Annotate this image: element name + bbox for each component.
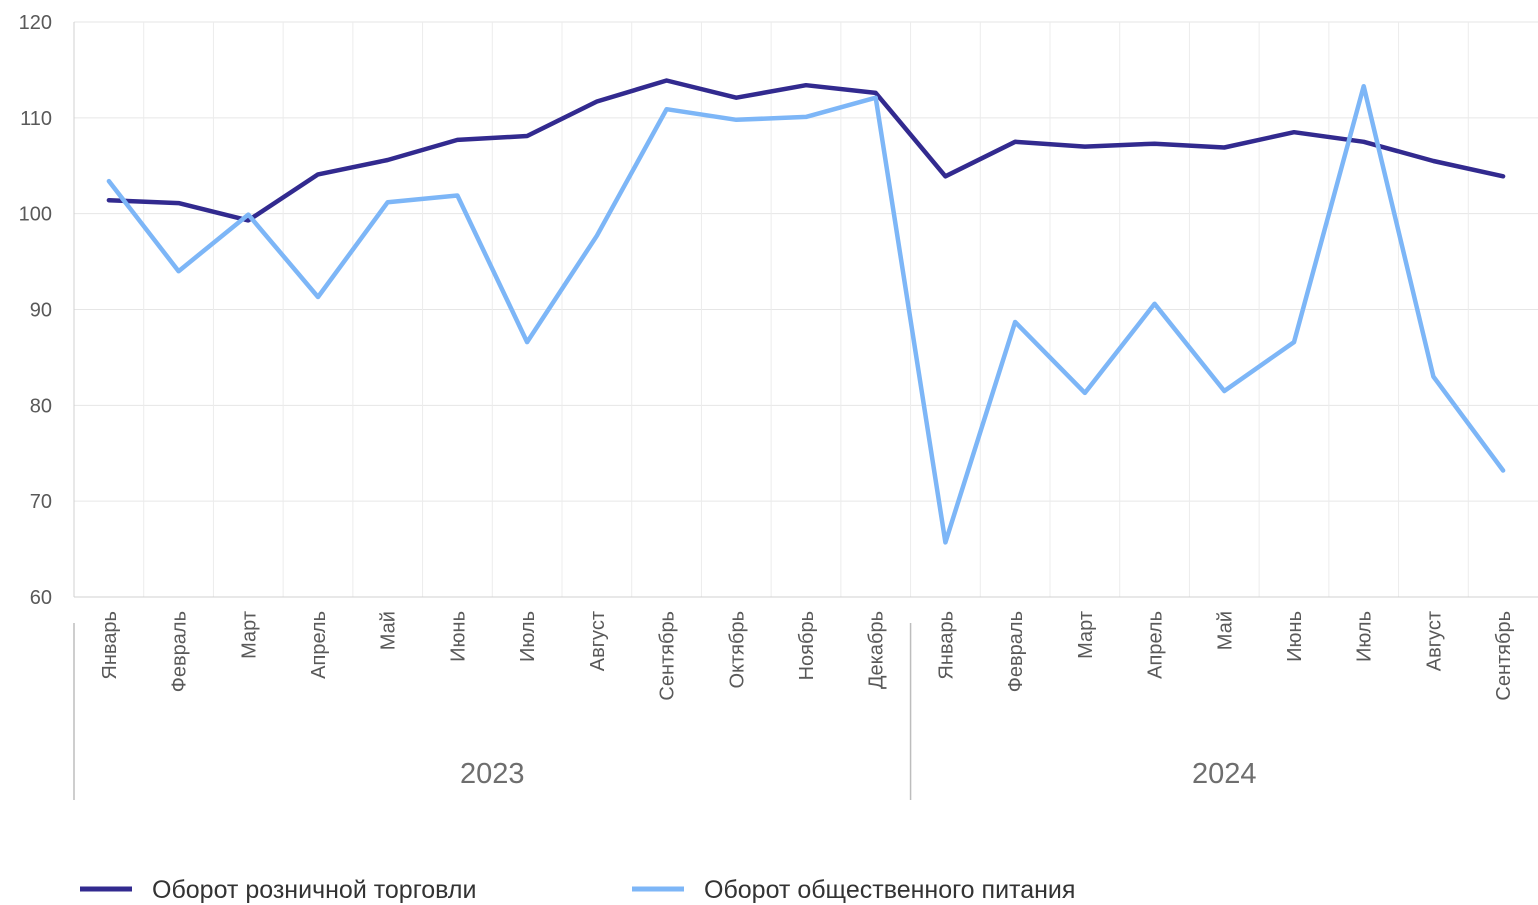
x-tick-label: Июль xyxy=(1354,611,1376,662)
grid xyxy=(74,21,1538,598)
y-tick-label: 90 xyxy=(30,300,52,322)
x-tick-label: Август xyxy=(1423,611,1445,671)
year-group-label: 2024 xyxy=(1192,758,1257,790)
x-tick-label: Июль xyxy=(517,611,539,662)
x-tick-label: Январь xyxy=(99,611,121,680)
x-tick-label: Апрель xyxy=(1145,611,1167,679)
x-tick-label: Август xyxy=(587,611,609,671)
x-tick-label: Июнь xyxy=(447,611,469,662)
y-tick-label: 60 xyxy=(30,587,52,609)
x-tick-label: Ноябрь xyxy=(796,611,818,680)
x-tick-label: Май xyxy=(378,611,400,650)
x-tick-label: Март xyxy=(238,611,260,659)
x-tick-label: Февраль xyxy=(169,611,191,692)
year-group-label: 2023 xyxy=(460,758,525,790)
x-tick-label: Апрель xyxy=(308,611,330,679)
series-lines xyxy=(106,78,1506,545)
y-tick-label: 70 xyxy=(30,491,52,513)
series-line-2 xyxy=(106,83,1506,545)
x-axis-labels: Январь Февраль Март Апрель Май Июнь Июль Август… xyxy=(73,611,1515,800)
x-tick-label: Февраль xyxy=(1005,611,1027,692)
series-line-1 xyxy=(106,78,1506,223)
axes: 60 70 80 90 100 110 120 xyxy=(19,12,1538,609)
y-tick-label: 80 xyxy=(30,395,52,417)
legend-label: Оборот общественного питания xyxy=(704,876,1075,904)
x-tick-label: Декабрь xyxy=(866,611,888,689)
y-tick-label: 120 xyxy=(19,12,52,34)
y-tick-label: 110 xyxy=(20,108,52,130)
x-tick-label: Май xyxy=(1214,611,1236,650)
x-tick-label: Сентябрь xyxy=(657,611,679,701)
x-tick-label: Октябрь xyxy=(726,611,748,689)
x-tick-label: Июнь xyxy=(1284,611,1306,662)
legend: Оборот розничной торговли Оборот обществе… xyxy=(80,876,1075,904)
y-tick-label: 100 xyxy=(19,204,52,226)
x-tick-label: Март xyxy=(1075,611,1097,659)
x-tick-label: Январь xyxy=(935,611,957,680)
legend-label: Оборот розничной торговли xyxy=(152,876,476,904)
x-tick-label: Сентябрь xyxy=(1493,611,1515,701)
